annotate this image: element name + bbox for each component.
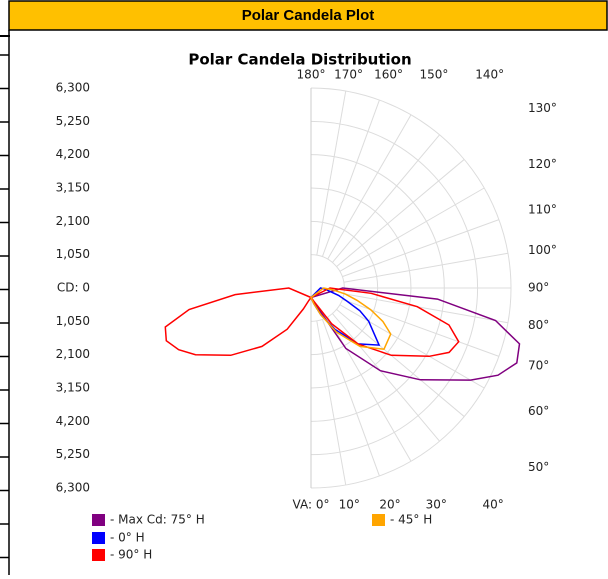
angle-tick-label: 170° [334, 68, 363, 82]
angle-tick-label: 150° [420, 68, 449, 82]
grid-spoke [321, 99, 380, 257]
r-tick-label: 3,150 [56, 181, 90, 195]
grid-spoke [327, 114, 412, 260]
legend-swatch [92, 532, 105, 544]
angle-tick-label: 60° [528, 404, 549, 418]
r-tick-label: CD: 0 [57, 281, 90, 295]
r-tick-label: 4,200 [56, 414, 90, 428]
r-tick-label: 2,100 [56, 214, 90, 228]
grid-spoke [332, 313, 440, 442]
legend-label: - 90° H [110, 548, 152, 562]
angle-tick-label: 130° [528, 101, 557, 115]
angle-tick-label: VA: 0° [293, 498, 330, 512]
grid-spoke [321, 319, 380, 477]
r-tick-label: 6,300 [56, 81, 90, 95]
legend-swatch [92, 514, 105, 526]
series-line [309, 287, 521, 381]
angle-tick-label: 110° [528, 203, 557, 217]
grid-spoke [332, 134, 440, 263]
r-tick-label: 4,200 [56, 147, 90, 161]
r-tick-label: 5,250 [56, 447, 90, 461]
series-line [164, 287, 313, 357]
legend-label: - Max Cd: 75° H [110, 513, 205, 527]
r-tick-label: 5,250 [56, 114, 90, 128]
chart-title: Polar Candela Distribution [188, 51, 411, 69]
grid-spoke [343, 252, 509, 283]
r-tick-label: 1,050 [56, 314, 90, 328]
angle-tick-label: 50° [528, 460, 549, 474]
angle-tick-label: 20° [379, 498, 400, 512]
angle-tick-label: 180° [297, 68, 326, 82]
series-line [309, 287, 460, 358]
r-tick-label: 2,100 [56, 347, 90, 361]
angle-tick-label: 80° [528, 318, 549, 332]
grid-spoke [339, 187, 485, 272]
angle-tick-label: 160° [374, 68, 403, 82]
grid-spoke [343, 293, 509, 324]
angle-tick-label: 10° [339, 498, 360, 512]
angle-tick-label: 140° [475, 68, 504, 82]
legend-label: - 45° H [390, 513, 432, 527]
legend-swatch [92, 549, 105, 561]
table-rows [0, 54, 9, 559]
r-tick-label: 6,300 [56, 481, 90, 495]
angle-tick-label: 40° [482, 498, 503, 512]
r-tick-label: 1,050 [56, 247, 90, 261]
angle-tick-label: 30° [426, 498, 447, 512]
grid-spoke [316, 90, 347, 256]
legend-label: - 0° H [110, 531, 145, 545]
r-tick-label: 3,150 [56, 381, 90, 395]
angle-tick-label: 90° [528, 281, 549, 295]
series-line [310, 287, 392, 351]
angle-tick-label: 100° [528, 243, 557, 257]
grid-spoke [336, 309, 465, 417]
angle-tick-label: 120° [528, 157, 557, 171]
header-bar [8, 0, 608, 31]
grid-spoke [339, 304, 485, 389]
grid-spoke [336, 159, 465, 267]
angle-tick-label: 70° [528, 358, 549, 372]
grid-spoke [316, 320, 347, 486]
legend-swatch [372, 514, 385, 526]
grid-spoke [342, 219, 500, 278]
header-title: Polar Candela Plot [242, 7, 375, 24]
